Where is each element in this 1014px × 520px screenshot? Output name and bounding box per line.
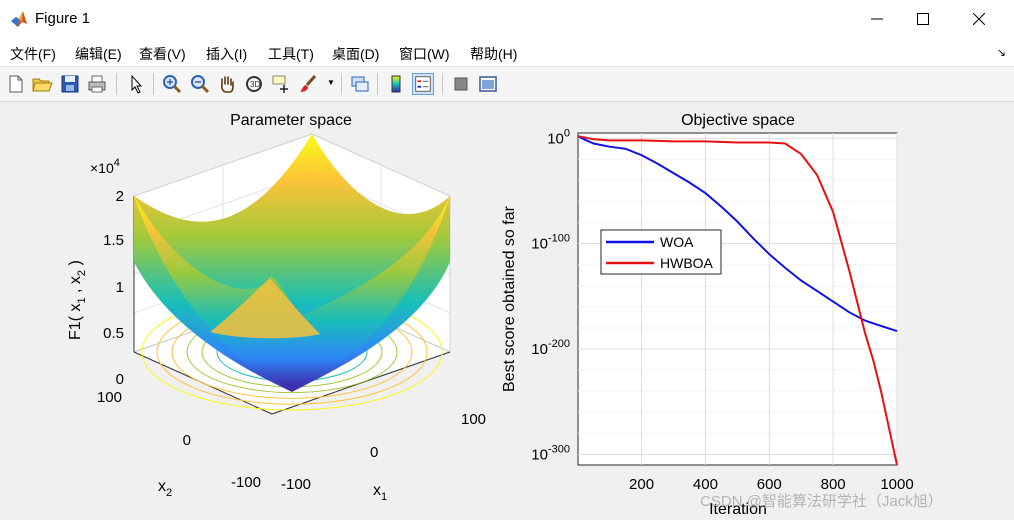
x-tick: 1000 <box>880 476 913 493</box>
window-title: Figure 1 <box>35 10 91 27</box>
menu-edit[interactable]: 编辑(E) <box>75 46 122 62</box>
x-axis-label-iteration: Iteration <box>709 501 767 518</box>
menu-insert[interactable]: 插入(I) <box>206 46 248 62</box>
z-tick: 1.5 <box>103 232 124 249</box>
y-tick: 10-100 <box>531 233 570 253</box>
surface-axes[interactable]: Parameter space 2 1.5 1 0.5 0 <box>67 112 486 503</box>
title-bar: Figure 1 <box>0 0 1014 38</box>
matlab-logo-icon <box>11 11 27 27</box>
toolbar-separator <box>442 73 443 95</box>
new-figure-icon[interactable] <box>5 73 27 95</box>
z-tick: 1 <box>116 279 124 296</box>
watermark: CSDN @智能算法研学社（Jack旭） <box>700 493 943 510</box>
brush-icon[interactable] <box>297 73 319 95</box>
hide-plot-tools-icon[interactable] <box>450 73 472 95</box>
open-file-icon[interactable] <box>31 73 53 95</box>
x-tick: 800 <box>821 476 846 493</box>
x-tick: 400 <box>693 476 718 493</box>
convergence-title: Objective space <box>681 112 795 129</box>
toolbar-separator <box>116 73 117 95</box>
zoom-out-icon[interactable] <box>189 73 211 95</box>
rotate-3d-icon[interactable]: 3D <box>243 73 265 95</box>
surface-title: Parameter space <box>230 112 352 129</box>
series-lines <box>577 135 898 466</box>
dock-figure-icon[interactable]: ↘ <box>996 47 1006 59</box>
pointer-icon[interactable] <box>125 73 147 95</box>
figure-canvas: Parameter space 2 1.5 1 0.5 0 <box>67 112 914 518</box>
toolbar-separator <box>153 73 154 95</box>
surface-front-peak <box>210 278 320 339</box>
x-tick: 600 <box>757 476 782 493</box>
maximize-button[interactable] <box>900 0 946 38</box>
x-axis-label: x1 <box>373 482 387 503</box>
colorbar-icon[interactable] <box>385 73 407 95</box>
menu-help[interactable]: 帮助(H) <box>470 46 518 62</box>
legend-label-woa: WOA <box>660 234 694 250</box>
plot-area <box>577 132 898 466</box>
svg-text:3D: 3D <box>250 80 260 89</box>
y-tick: 0 <box>183 432 191 449</box>
menu-window[interactable]: 窗口(W) <box>399 46 450 62</box>
close-icon <box>973 13 985 25</box>
close-button[interactable] <box>956 0 1002 38</box>
maximize-icon <box>917 13 929 25</box>
x-tick: 0 <box>370 444 378 461</box>
link-plot-icon[interactable] <box>349 73 371 95</box>
z-tick: 2 <box>116 188 124 205</box>
series-line-woa <box>577 135 898 333</box>
y-tick: -100 <box>231 474 261 491</box>
legend-icon[interactable] <box>412 73 434 95</box>
y-tick: 10-300 <box>531 443 570 463</box>
menu-bar: 文件(F) 编辑(E) 查看(V) 插入(I) 工具(T) 桌面(D) 窗口(W… <box>0 38 1014 67</box>
y-tick: 100 <box>97 389 122 406</box>
menu-view[interactable]: 查看(V) <box>139 46 186 62</box>
y-axis-label-best-score: Best score obtained so far <box>501 205 518 392</box>
minimize-icon <box>871 18 883 20</box>
z-axis-label: F1( x1 , x2 ) <box>67 260 88 340</box>
toolbar-separator <box>341 73 342 95</box>
z-exponent-label: ×104 <box>90 157 120 176</box>
menu-desktop[interactable]: 桌面(D) <box>332 46 380 62</box>
brush-dropdown-icon[interactable]: ▼ <box>327 78 335 87</box>
y-tick: 10-200 <box>531 338 570 358</box>
show-plot-tools-icon[interactable] <box>477 73 499 95</box>
print-icon[interactable] <box>86 73 108 95</box>
z-tick: 0 <box>116 371 124 388</box>
menu-tools[interactable]: 工具(T) <box>268 46 314 62</box>
series-line-hwboa <box>577 135 898 466</box>
figure-toolbar: 3D ▼ <box>0 67 1014 102</box>
data-cursor-icon[interactable] <box>270 73 292 95</box>
x-tick: -100 <box>281 476 311 493</box>
surface-front <box>134 196 450 387</box>
z-tick: 0.5 <box>103 325 124 342</box>
y-tick: 100 <box>547 127 570 147</box>
x-tick: 200 <box>629 476 654 493</box>
y-axis-label: x2 <box>158 478 172 499</box>
x-ticks: 200 400 600 800 1000 <box>629 476 914 493</box>
minimize-button[interactable] <box>854 0 900 38</box>
toolbar-separator <box>377 73 378 95</box>
convergence-axes[interactable]: Objective space 200 400 600 800 1000 100 10-1… <box>501 112 914 518</box>
legend[interactable]: WOA HWBOA <box>600 229 722 275</box>
menu-file[interactable]: 文件(F) <box>10 46 56 62</box>
x-tick: 100 <box>461 411 486 428</box>
pan-hand-icon[interactable] <box>216 73 238 95</box>
zoom-in-icon[interactable] <box>161 73 183 95</box>
legend-label-hwboa: HWBOA <box>660 255 714 271</box>
save-icon[interactable] <box>59 73 81 95</box>
y-ticks: 100 10-100 10-200 10-300 <box>531 127 570 463</box>
